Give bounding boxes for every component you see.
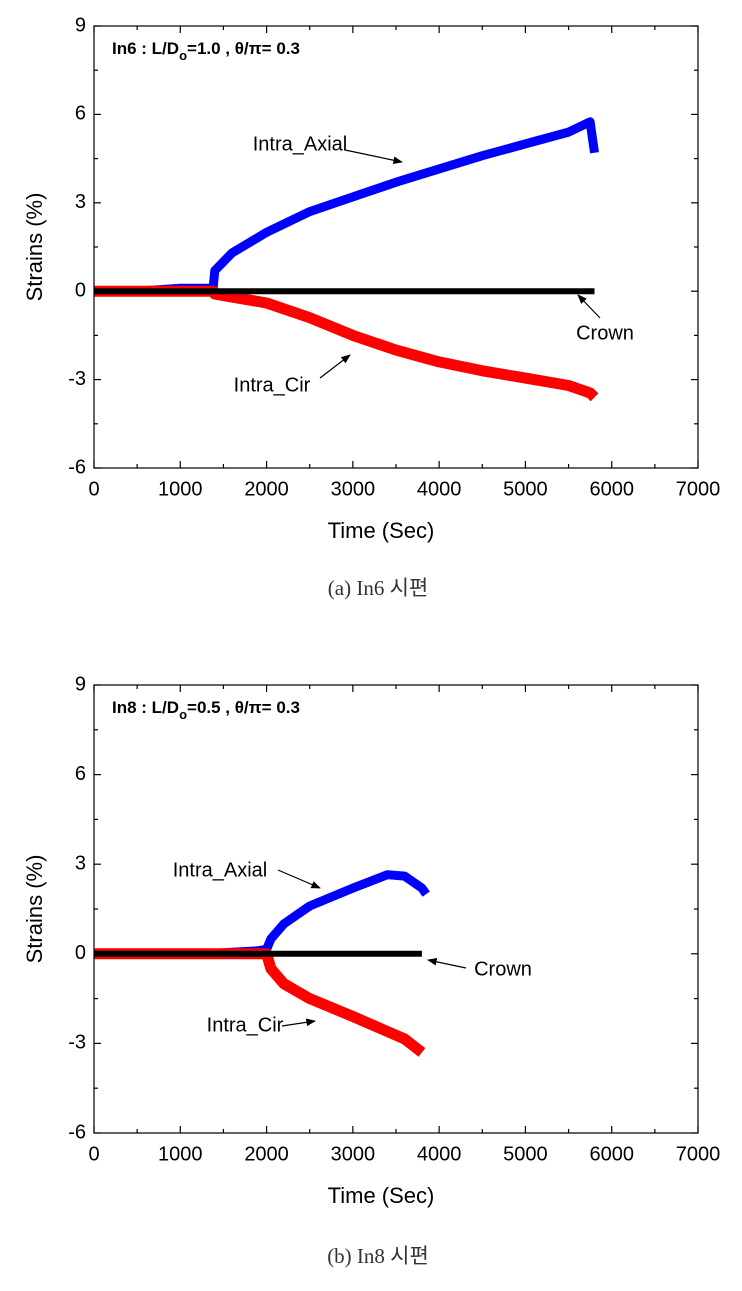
annotation-subscript: o [179,707,187,722]
series-line [94,870,430,959]
chart: 0 1000 2000 3000 4000 5000 6000 7000 -6 -3 0 3 6 9 In8… [22,673,720,1268]
series-label: Intra_Cir [207,1014,284,1036]
x-tick-label: 7000 [676,478,721,500]
annotation: In6 : L/Do=1.0 , θ/π= 0.3 [112,39,300,63]
x-tick-label: 2000 [244,478,289,500]
y-axis-label: Strains (%) [22,193,47,302]
annotation-text: =1.0 , θ/π= 0.3 [187,39,300,58]
x-tick-label: 2000 [244,1143,289,1165]
x-tick-label: 5000 [503,1143,548,1165]
plot-frame [93,25,699,469]
y-tick-label: -3 [68,1032,86,1054]
y-tick-label: -3 [68,368,86,390]
series-label: Crown [576,322,634,344]
x-tick-label: 5000 [503,478,548,500]
y-tick-label: 0 [75,279,86,301]
y-tick-label: -6 [68,456,86,478]
x-tick-label: 6000 [589,1143,634,1165]
annotation-text: In8 : L/D [112,698,179,717]
caption: (b) In8 시편 [327,1244,429,1268]
y-tick-label: 9 [75,673,86,695]
label-arrow [319,354,351,379]
series-label: Intra_Axial [253,133,348,155]
x-axis-label: Time (Sec) [328,1183,435,1208]
x-tick-label: 4000 [417,1143,462,1165]
y-tick-label: 9 [75,14,86,36]
y-tick-label: 3 [75,852,86,874]
label-arrow [577,294,601,319]
x-tick-label: 6000 [589,478,634,500]
series-line [94,285,599,402]
y-axis-label: Strains (%) [22,855,47,964]
series-label: Intra_Cir [234,374,311,396]
series-label: Intra_Axial [173,859,268,881]
x-tick-label: 1000 [158,1143,203,1165]
x-tick-label: 0 [88,478,99,500]
caption: (a) In6 시편 [328,576,428,600]
series-label: Crown [474,958,532,980]
annotation-text: In6 : L/D [112,39,179,58]
annotation-text: =0.5 , θ/π= 0.3 [187,698,300,717]
x-axis-label: Time (Sec) [328,518,435,543]
y-tick-label: 6 [75,763,86,785]
series-line [94,948,426,1057]
label-arrow [277,869,321,889]
annotation: In8 : L/Do=0.5 , θ/π= 0.3 [112,698,300,722]
x-tick-label: 4000 [417,478,462,500]
x-tick-label: 1000 [158,478,203,500]
y-tick-label: 3 [75,191,86,213]
label-arrow [281,1018,316,1027]
x-tick-label: 3000 [331,1143,376,1165]
y-tick-label: -6 [68,1121,86,1143]
y-tick-label: 0 [75,942,86,964]
y-tick-label: 6 [75,103,86,125]
x-tick-label: 3000 [331,478,376,500]
chart: 0 1000 2000 3000 4000 5000 6000 7000 -6 -3 0 3 6 9 In6… [22,14,720,600]
annotation-subscript: o [179,48,187,63]
x-tick-label: 0 [88,1143,99,1165]
label-arrow [344,149,403,164]
label-arrow [427,958,467,969]
x-tick-label: 7000 [676,1143,721,1165]
plot-frame [93,684,699,1134]
